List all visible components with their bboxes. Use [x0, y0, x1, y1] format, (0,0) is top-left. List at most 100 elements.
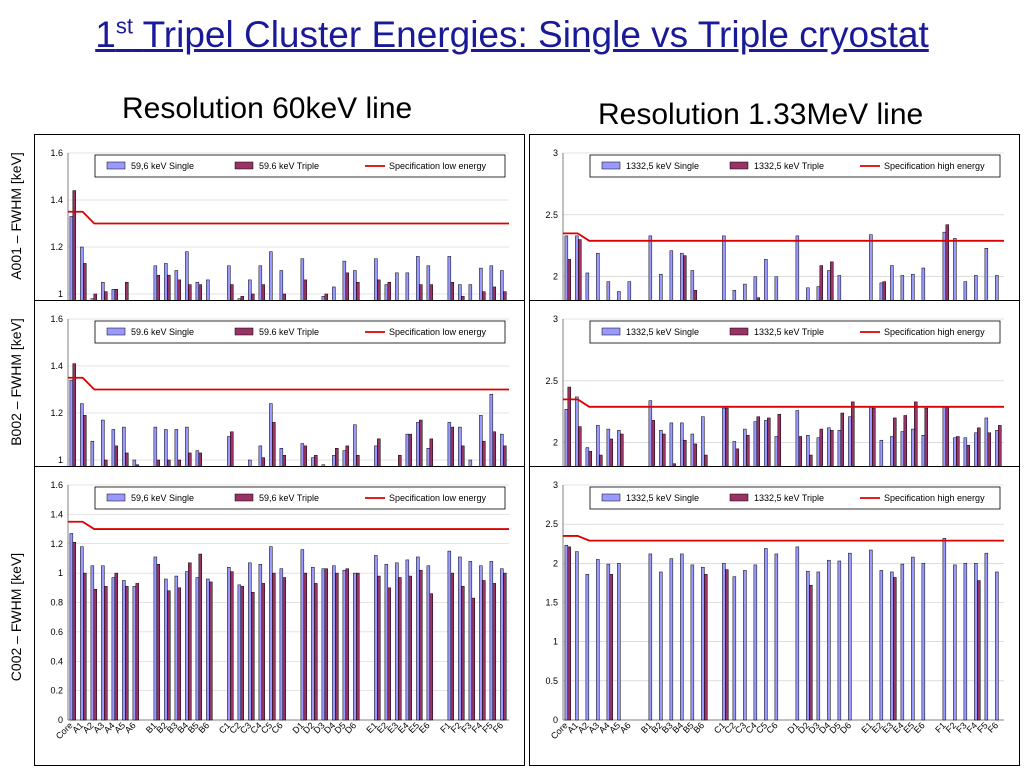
bar-triple — [240, 586, 245, 721]
bar-triple — [93, 589, 98, 721]
bar-single — [332, 565, 336, 721]
y-tick-label: 2.5 — [545, 519, 558, 529]
bar-single — [122, 580, 126, 721]
bar-triple — [408, 575, 413, 721]
bar-single — [890, 571, 894, 721]
y-tick-label: 0 — [553, 715, 558, 725]
legend-swatch — [106, 161, 126, 170]
bar-single — [237, 584, 242, 721]
bar-single — [468, 561, 473, 721]
y-tick-label: 2.5 — [545, 210, 558, 220]
x-tick-label: Core — [549, 720, 570, 741]
bar-single — [458, 556, 462, 721]
legend-box — [94, 486, 506, 510]
legend-label: 1332,5 keV Single — [626, 493, 699, 503]
bar-single — [659, 571, 663, 721]
legend-box — [589, 486, 1001, 510]
bar-single — [837, 560, 842, 721]
row-label-a001: A001 – FWHM [keV] — [8, 152, 24, 280]
x-tick-label: E6 — [912, 720, 927, 735]
bar-single — [101, 565, 105, 721]
legend-swatch — [729, 493, 749, 502]
y-tick-label: 0.5 — [545, 676, 558, 686]
y-tick-label: 0.8 — [50, 598, 63, 608]
bar-single — [806, 570, 810, 721]
legend-swatch — [106, 493, 126, 502]
y-tick-label: 1.2 — [50, 242, 63, 252]
page-title: 1st Tripel Cluster Energies: Single vs T… — [0, 14, 1024, 56]
bar-triple — [303, 572, 308, 721]
bar-triple — [272, 572, 276, 721]
bar-triple — [156, 564, 161, 721]
legend-label: 59,6 keV Triple — [259, 493, 319, 503]
spec-line — [68, 520, 509, 530]
legend-label: Specification high energy — [884, 327, 985, 337]
bar-single — [879, 570, 884, 721]
bar-triple — [809, 585, 813, 721]
bar-single — [564, 545, 569, 721]
x-tick-label: D6 — [838, 720, 853, 735]
legend-swatch — [729, 161, 749, 170]
bar-triple — [609, 574, 614, 721]
bar-single — [795, 546, 800, 721]
bar-triple — [261, 583, 266, 721]
legend-swatch — [234, 327, 254, 336]
bar-single — [500, 568, 504, 721]
bar-single — [816, 571, 821, 721]
y-tick-label: 2 — [553, 558, 558, 568]
y-tick-label: 1.5 — [545, 598, 558, 608]
bar-single — [753, 564, 758, 721]
legend-swatch — [601, 493, 621, 502]
bar-single — [764, 548, 768, 721]
bar-single — [353, 572, 357, 721]
x-tick-label: B6 — [196, 720, 211, 735]
legend-label: 1332,5 keV Single — [626, 327, 699, 337]
row-label-c002: C002 – FWHM [keV] — [8, 552, 24, 682]
legend-label: 59,6 keV Single — [131, 493, 194, 503]
bar-single — [743, 570, 747, 721]
legend-box — [589, 320, 1001, 344]
bar-triple — [977, 580, 981, 721]
bar-triple — [114, 572, 119, 721]
y-tick-label: 0.2 — [50, 686, 63, 696]
spec-line — [68, 376, 509, 391]
bar-single — [426, 565, 431, 721]
bar-triple — [377, 575, 381, 721]
bar-triple — [419, 569, 423, 721]
bar-triple — [314, 583, 318, 721]
y-tick-label: 2.5 — [545, 376, 558, 386]
y-tick-label: 1.6 — [50, 148, 63, 158]
spec-line — [563, 535, 1004, 542]
bar-triple — [461, 586, 465, 721]
bar-single — [995, 571, 999, 721]
spec-line — [563, 398, 1004, 408]
bar-single — [69, 533, 74, 721]
y-tick-label: 1 — [553, 637, 558, 647]
bar-single — [953, 564, 957, 721]
bar-single — [300, 549, 305, 721]
bar-single — [648, 553, 653, 721]
legend-label: 1332,5 keV Triple — [754, 493, 824, 503]
bar-single — [269, 546, 273, 721]
y-tick-label: 1 — [58, 455, 63, 465]
bar-single — [311, 567, 315, 721]
bar-single — [258, 564, 263, 721]
y-tick-label: 1.4 — [50, 361, 63, 371]
legend-label: 59,6 keV Single — [131, 161, 194, 171]
bar-single — [342, 569, 347, 721]
y-tick-label: 2 — [553, 272, 558, 282]
y-tick-label: 1 — [58, 568, 63, 578]
bar-single — [227, 567, 231, 721]
bar-triple — [83, 572, 87, 721]
bar-single — [900, 563, 905, 721]
bar-single — [911, 556, 915, 721]
y-tick-label: 1.6 — [50, 480, 63, 490]
subtitle-left: Resolution 60keV line — [122, 92, 413, 125]
y-tick-label: 1.2 — [50, 408, 63, 418]
bar-single — [848, 552, 852, 721]
y-tick-label: 3 — [553, 148, 558, 158]
y-tick-label: 1.4 — [50, 509, 63, 519]
row-label-b002: B002 – FWHM [keV] — [8, 318, 24, 446]
bar-single — [185, 571, 189, 721]
